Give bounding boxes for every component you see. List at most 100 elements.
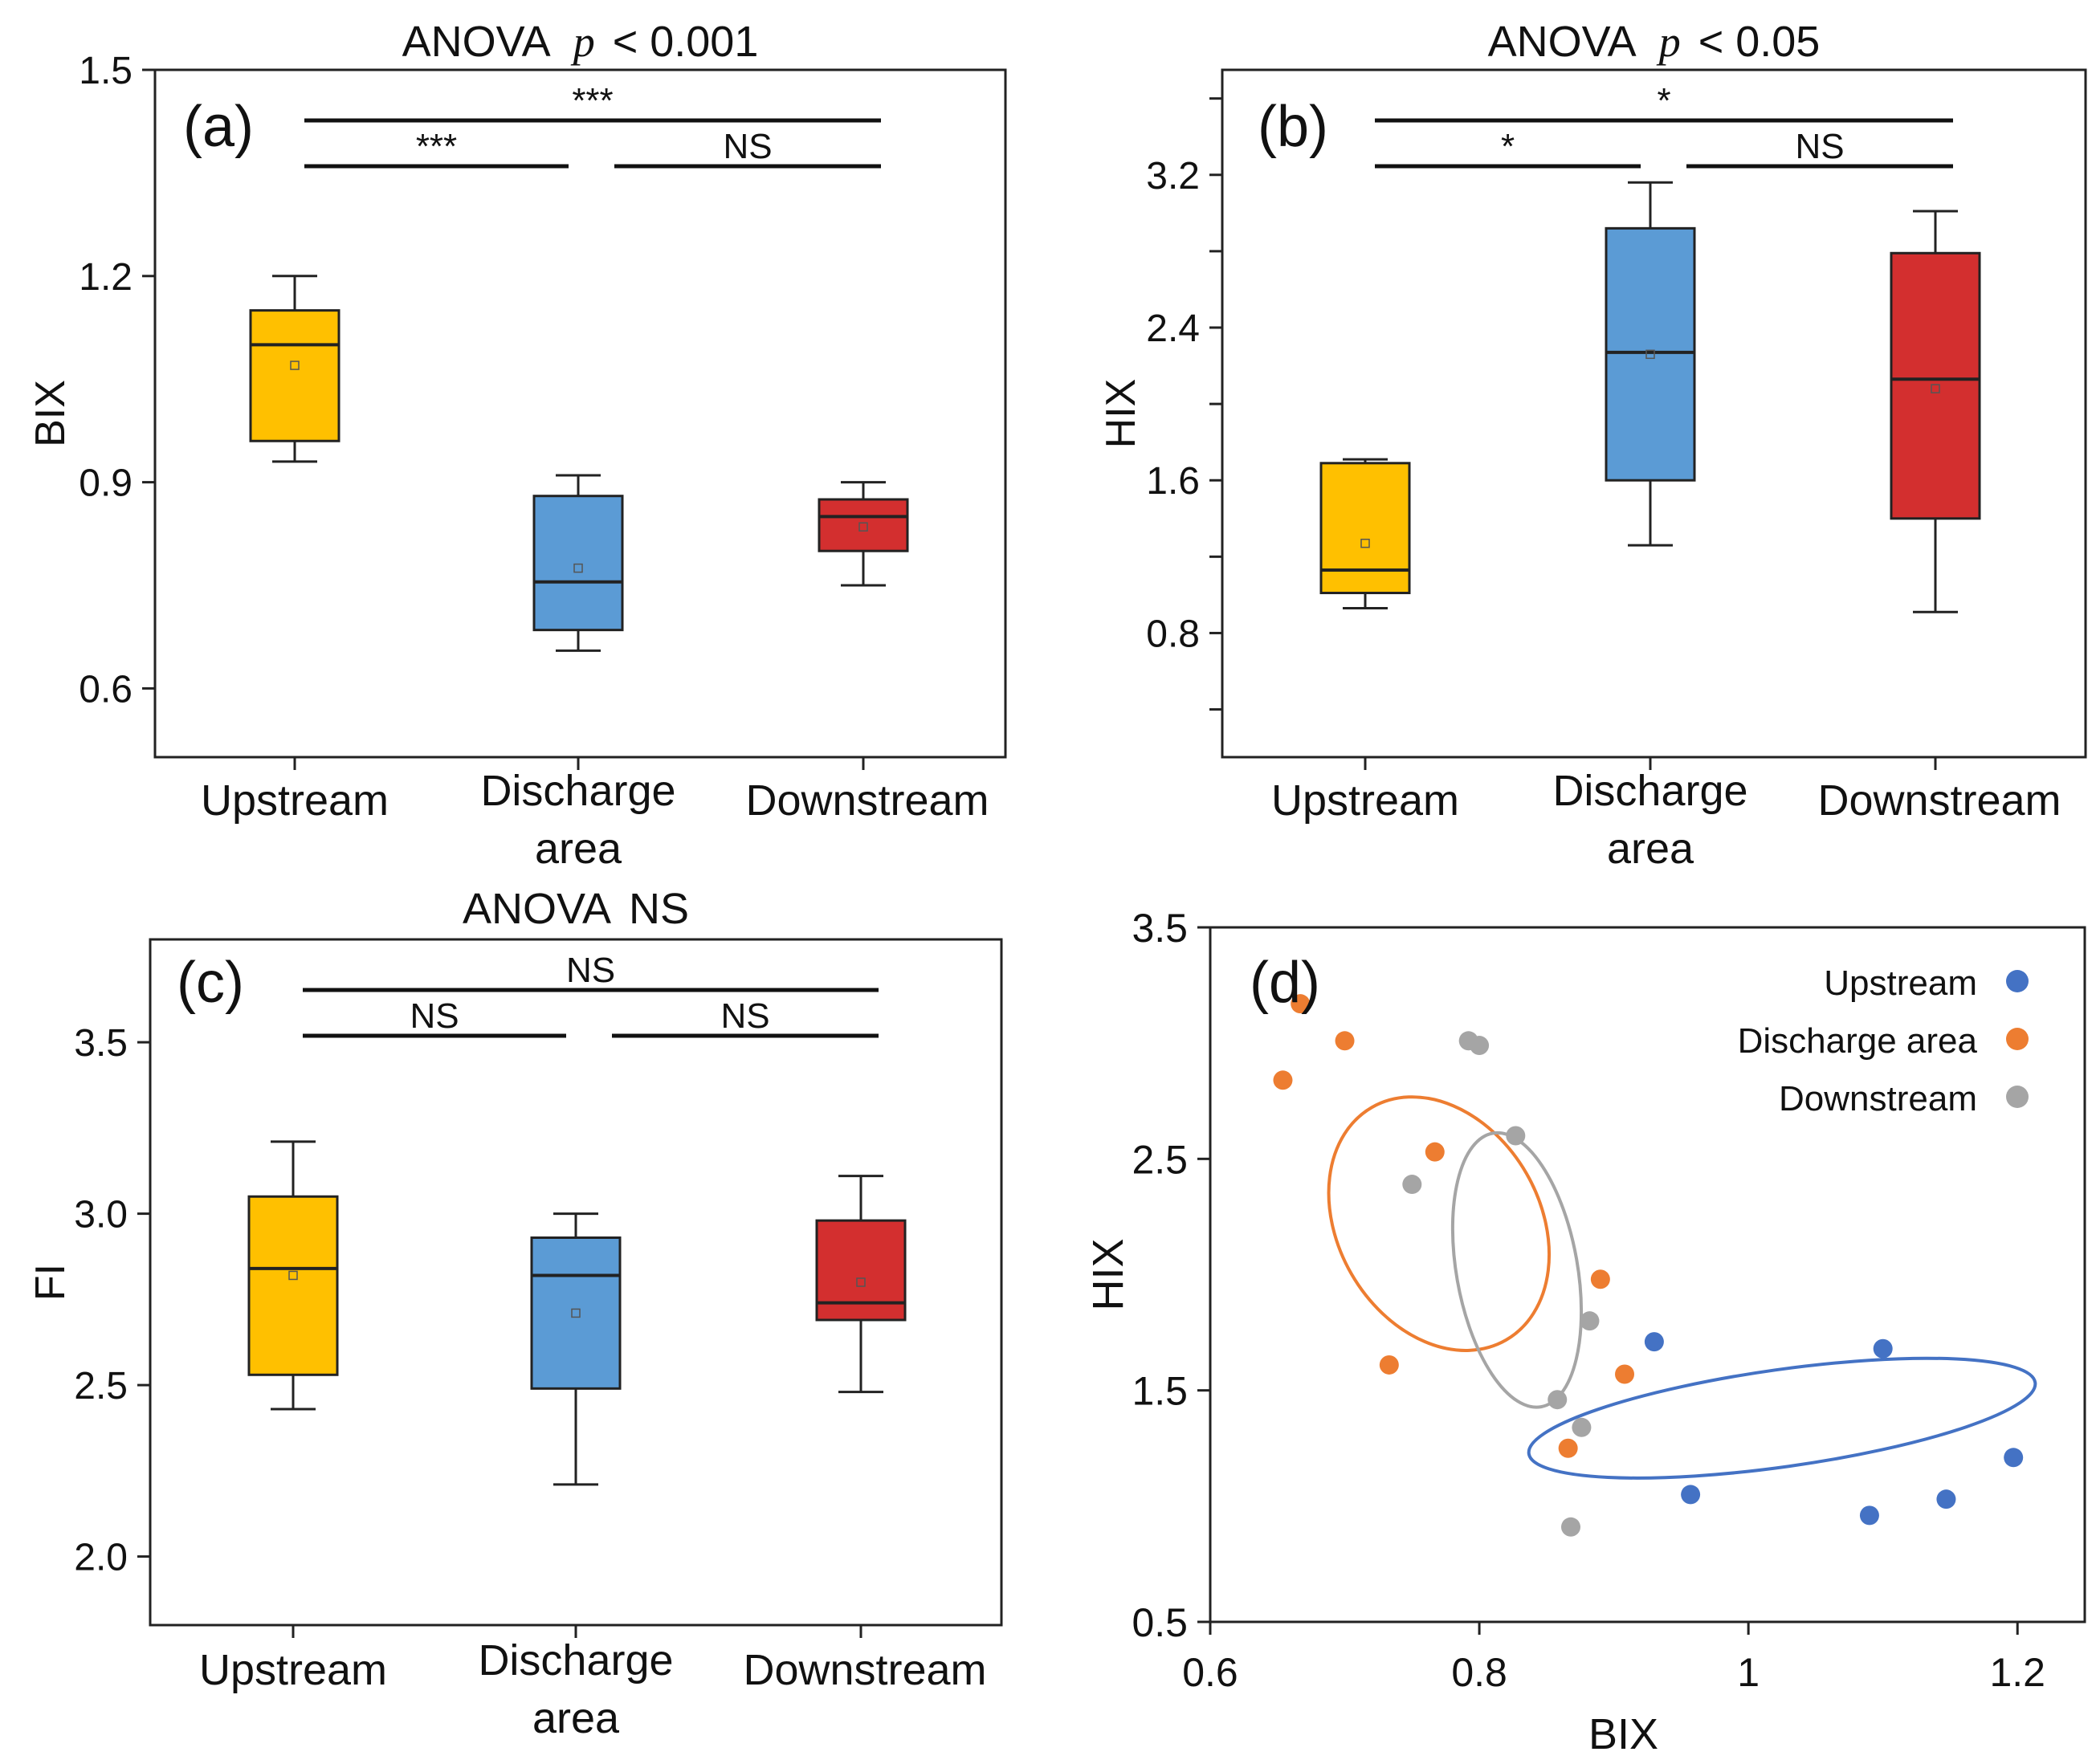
- x-category-label: Discharge: [480, 767, 675, 815]
- data-point: [1548, 1390, 1568, 1410]
- x-category-label: Upstream: [201, 776, 389, 825]
- x-category-label: area: [1607, 825, 1694, 873]
- title-significance: < 0.001: [613, 18, 759, 66]
- significance-label: ***: [572, 81, 613, 120]
- x-category-label: Discharge: [478, 1636, 673, 1685]
- plot-frame: [1209, 926, 2086, 1623]
- box-downstream: [1890, 210, 1981, 613]
- panel-label: (c): [177, 951, 244, 1015]
- x-category-label: Upstream: [1271, 776, 1459, 825]
- data-point: [1402, 1175, 1422, 1195]
- legend-label: Upstream: [1824, 963, 1977, 1003]
- y-tick-label: 3.2: [1146, 155, 1200, 198]
- box-discharge-area: [530, 1212, 622, 1486]
- title-anova: ANOVA: [463, 885, 611, 933]
- x-tick-label: 1: [1737, 1650, 1760, 1695]
- data-point: [1681, 1485, 1701, 1505]
- plot-frame: [1221, 68, 2087, 759]
- y-axis-label: BIX: [27, 380, 74, 447]
- box-iqr: [1605, 226, 1696, 482]
- y-tick-label: 1.2: [79, 256, 133, 299]
- series-discharge-area: [1273, 994, 1635, 1458]
- data-point: [1644, 1332, 1664, 1352]
- mean-marker: [1645, 349, 1655, 360]
- data-point: [1291, 994, 1311, 1014]
- box-iqr: [1319, 462, 1411, 595]
- y-tick-label: 0.8: [1146, 613, 1200, 655]
- x-tick-label: 0.8: [1451, 1650, 1507, 1695]
- mean-marker: [1931, 384, 1940, 393]
- x-tick-label: 0.6: [1182, 1650, 1238, 1695]
- significance-label: *: [1501, 127, 1515, 166]
- data-point: [1590, 1269, 1610, 1289]
- data-point: [1572, 1417, 1592, 1437]
- panel-c: ANOVA NS 2.0 2.5 3.0 3.5 FI Upstream Discharge ar…: [27, 885, 1003, 1742]
- y-axis-label: FI: [27, 1264, 74, 1301]
- legend-marker: [2006, 1086, 2029, 1108]
- box-iqr: [247, 1195, 339, 1376]
- legend-label: Discharge area: [1738, 1021, 1978, 1061]
- y-tick-label: 0.6: [79, 668, 133, 711]
- data-point: [1335, 1031, 1355, 1051]
- y-tick-label: 3.5: [74, 1022, 128, 1065]
- panel-a-title: ANOVA p < 0.001: [402, 18, 759, 66]
- data-point: [1273, 1070, 1293, 1090]
- mean-marker: [290, 361, 300, 370]
- x-category-label: Downstream: [743, 1646, 986, 1694]
- y-tick-label: 3.0: [74, 1194, 128, 1236]
- series-downstream: [1402, 1031, 1600, 1537]
- confidence-ellipse-upstream: [1527, 1356, 2037, 1480]
- mean-marker: [573, 563, 583, 573]
- panel-label: (d): [1250, 951, 1320, 1015]
- x-category-label: Downstream: [1817, 776, 2061, 825]
- mean-marker: [571, 1308, 581, 1318]
- title-p: p: [1656, 18, 1681, 66]
- title-significance: < 0.05: [1698, 18, 1821, 66]
- data-point: [1936, 1489, 1956, 1509]
- panel-b-title: ANOVA p < 0.05: [1488, 18, 1821, 66]
- x-category-label: Discharge: [1552, 767, 1747, 815]
- box-iqr: [249, 309, 340, 442]
- significance-label: NS: [566, 951, 615, 990]
- panel-d: 0.6 0.8 1 1.2 0.5 1.5 2.5 3.5 BIX HIX Upstream Disc…: [1084, 906, 2086, 1758]
- significance-label: NS: [723, 127, 772, 166]
- box-downstream: [818, 481, 909, 587]
- legend-label: Downstream: [1779, 1079, 1977, 1118]
- panel-c-title: ANOVA NS: [463, 885, 689, 933]
- box-iqr: [815, 1219, 907, 1322]
- series-upstream: [1644, 1332, 2024, 1526]
- y-axis-label: HIX: [1084, 1238, 1132, 1310]
- plot-frame: [153, 68, 1007, 759]
- x-category-label: Upstream: [199, 1646, 387, 1694]
- data-point: [1506, 1126, 1526, 1146]
- data-point: [1470, 1036, 1490, 1056]
- title-significance: NS: [629, 885, 689, 933]
- data-point: [1615, 1364, 1635, 1384]
- legend: Upstream Discharge area Downstream: [1738, 963, 2029, 1118]
- y-tick-label: 2.0: [74, 1537, 128, 1579]
- data-point: [1425, 1142, 1445, 1162]
- y-tick-label: 1.6: [1146, 460, 1200, 503]
- x-category-label: area: [535, 825, 622, 873]
- box-downstream: [815, 1175, 907, 1394]
- significance-label: ***: [416, 127, 457, 166]
- box-iqr: [532, 495, 624, 632]
- mean-marker: [856, 1277, 866, 1287]
- data-point: [1561, 1517, 1581, 1537]
- legend-marker: [2006, 970, 2029, 992]
- y-tick-label: 2.4: [1146, 308, 1200, 350]
- y-tick-label: 1.5: [1132, 1369, 1188, 1414]
- panel-a: ANOVA p < 0.001 0.6 0.9 1.2 1.5 BIX Upstream Disc…: [27, 18, 1007, 873]
- mean-marker: [288, 1270, 298, 1281]
- box-upstream: [247, 1140, 339, 1411]
- x-axis-label: BIX: [1588, 1710, 1658, 1758]
- box-discharge-area: [532, 474, 624, 652]
- legend-marker: [2006, 1028, 2029, 1050]
- y-axis-label: HIX: [1098, 379, 1144, 449]
- panel-b: ANOVA p < 0.05 0.8 1.6 2.4 3.2 HIX Upstream Disch…: [1098, 18, 2087, 873]
- mean-marker: [1360, 538, 1370, 548]
- title-anova: ANOVA: [1488, 18, 1637, 66]
- x-category-label: area: [532, 1694, 620, 1742]
- confidence-ellipse-discharge-area: [1327, 1095, 1552, 1352]
